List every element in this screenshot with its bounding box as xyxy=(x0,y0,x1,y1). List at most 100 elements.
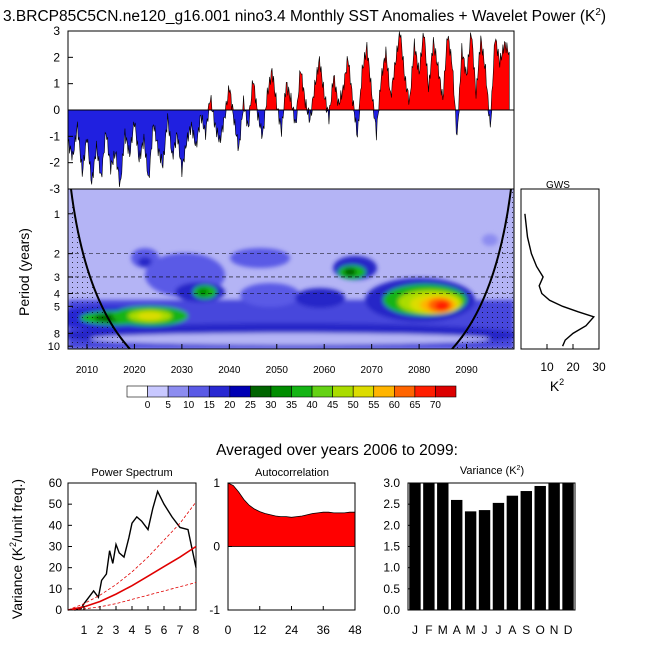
colorbar-label: 40 xyxy=(307,400,319,411)
spectrum-line xyxy=(74,489,197,611)
sst-ytick-label: -2 xyxy=(49,156,60,170)
colorbar-swatch xyxy=(373,385,395,398)
sst-ytick-label: 2 xyxy=(53,50,60,64)
ac-xtick-label: 24 xyxy=(285,623,299,637)
colorbar-swatch xyxy=(435,385,457,398)
ps-ytick-label: 10 xyxy=(49,582,63,596)
colorbar-swatch xyxy=(414,385,436,398)
year-tick-label: 2020 xyxy=(123,365,146,376)
gws-axis-label: K2 xyxy=(550,377,564,394)
period-tick-label: 10 xyxy=(48,341,60,353)
autocorrelation-panel: Autocorrelation 1 0 -1 0 12 24 36 48 xyxy=(209,467,362,637)
colorbar-swatch xyxy=(270,385,292,398)
autocorrelation-title: Autocorrelation xyxy=(255,467,329,479)
variance-bar xyxy=(506,495,519,610)
ac-xtick-label: 36 xyxy=(317,623,331,637)
year-tick-label: 2050 xyxy=(266,365,289,376)
colorbar-label: 5 xyxy=(165,400,171,411)
colorbar-label: 25 xyxy=(245,400,257,411)
ac-ytick-label: 1 xyxy=(213,476,220,490)
year-tick-label: 2090 xyxy=(455,365,478,376)
ps-xtick-label: 5 xyxy=(145,623,152,637)
colorbar-label: 20 xyxy=(224,400,236,411)
ps-xtick-label: 3 xyxy=(113,623,120,637)
power-spectrum-title: Power Spectrum xyxy=(91,467,172,479)
colorbar-swatch xyxy=(394,385,416,398)
colorbar-label: 50 xyxy=(348,400,360,411)
colorbar-label: 45 xyxy=(327,400,339,411)
var-ytick-label: 1.5 xyxy=(383,540,400,554)
ps-ytick-label: 30 xyxy=(49,540,63,554)
ps-ytick-label: 50 xyxy=(49,497,63,511)
variance-bar xyxy=(451,499,463,610)
chart-title: 3.BRCP85C5CN.ne120_g16.001 nino3.4 Month… xyxy=(3,7,606,25)
lower-5-line xyxy=(67,582,197,611)
ps-ytick-label: 0 xyxy=(55,603,62,617)
var-ytick-label: 3.0 xyxy=(383,476,400,490)
sst-ytick-label: 0 xyxy=(53,103,60,117)
sst-ytick-label: -3 xyxy=(49,182,60,196)
positive-anomaly-area xyxy=(68,31,510,111)
cone-of-influence-left xyxy=(70,189,131,349)
wavelet-power-panel: 1 2 3 45 810 2010 2020 2030 2040 2050 2060 2070 208… xyxy=(16,188,515,376)
colorbar-swatch xyxy=(332,385,354,398)
ps-xtick-label: 2 xyxy=(97,623,104,637)
variance-bar xyxy=(492,502,505,610)
year-tick-label: 2060 xyxy=(313,365,336,376)
var-ytick-label: 2.0 xyxy=(383,518,400,532)
colorbar-swatch xyxy=(291,385,313,398)
variance-bar xyxy=(534,485,546,610)
variance-bar xyxy=(423,483,435,610)
ac-xtick-label: 48 xyxy=(348,623,362,637)
year-tick-label: 2010 xyxy=(76,365,99,376)
ac-ytick-label: -1 xyxy=(209,603,220,617)
colorbar: 0 5 10 15 20 25 30 35 40 45 50 55 60 65 70 xyxy=(126,385,457,411)
month-label: D xyxy=(564,623,573,637)
variance-bar xyxy=(562,483,574,610)
var-ytick-label: 0.0 xyxy=(383,603,400,617)
colorbar-swatch xyxy=(352,385,375,398)
colorbar-swatch xyxy=(311,385,333,398)
colorbar-swatch xyxy=(147,385,169,398)
var-ytick-label: 1.0 xyxy=(383,561,400,575)
variance-bar xyxy=(478,510,491,610)
colorbar-label: 70 xyxy=(430,400,442,411)
ac-xtick-label: 12 xyxy=(253,623,267,637)
colorbar-label: 65 xyxy=(409,400,421,411)
year-tick-label: 2030 xyxy=(171,365,194,376)
year-tick-label: 2070 xyxy=(361,365,384,376)
ps-xtick-label: 4 xyxy=(129,623,136,637)
colorbar-swatch xyxy=(229,385,251,398)
colorbar-swatch xyxy=(126,385,148,398)
month-label: F xyxy=(425,623,432,637)
variance-bar xyxy=(464,511,477,610)
colorbar-label: 30 xyxy=(265,400,277,411)
colorbar-swatch xyxy=(167,385,189,398)
colorbar-label: 55 xyxy=(368,400,380,411)
colorbar-label: 15 xyxy=(204,400,216,411)
sst-ytick-label: -1 xyxy=(49,129,60,143)
gws-panel: GWS 10 20 30 K2 xyxy=(520,180,606,394)
sst-ytick-label: 1 xyxy=(53,77,60,91)
month-label: O xyxy=(536,623,545,637)
sst-ytick-label: 3 xyxy=(53,24,60,38)
ac-ytick-label: 0 xyxy=(213,540,220,554)
period-axis-label: Period (years) xyxy=(16,228,32,316)
period-tick-label: 8 xyxy=(54,328,60,340)
ps-ytick-label: 60 xyxy=(49,476,63,490)
gws-xtick-label: 20 xyxy=(566,360,580,374)
month-label: A xyxy=(508,623,516,637)
period-tick-label: 2 xyxy=(54,249,60,261)
period-tick-label: 4 xyxy=(54,288,60,300)
ps-xtick-label: 1 xyxy=(81,623,88,637)
gws-curve xyxy=(524,213,596,347)
red-noise-line xyxy=(67,545,197,611)
period-tick-label: 1 xyxy=(54,209,60,221)
colorbar-label: 60 xyxy=(389,400,401,411)
month-label: M xyxy=(438,623,448,637)
month-label: J xyxy=(412,623,418,637)
period-tick-label: 3 xyxy=(54,272,60,284)
ps-xtick-label: 8 xyxy=(193,623,200,637)
